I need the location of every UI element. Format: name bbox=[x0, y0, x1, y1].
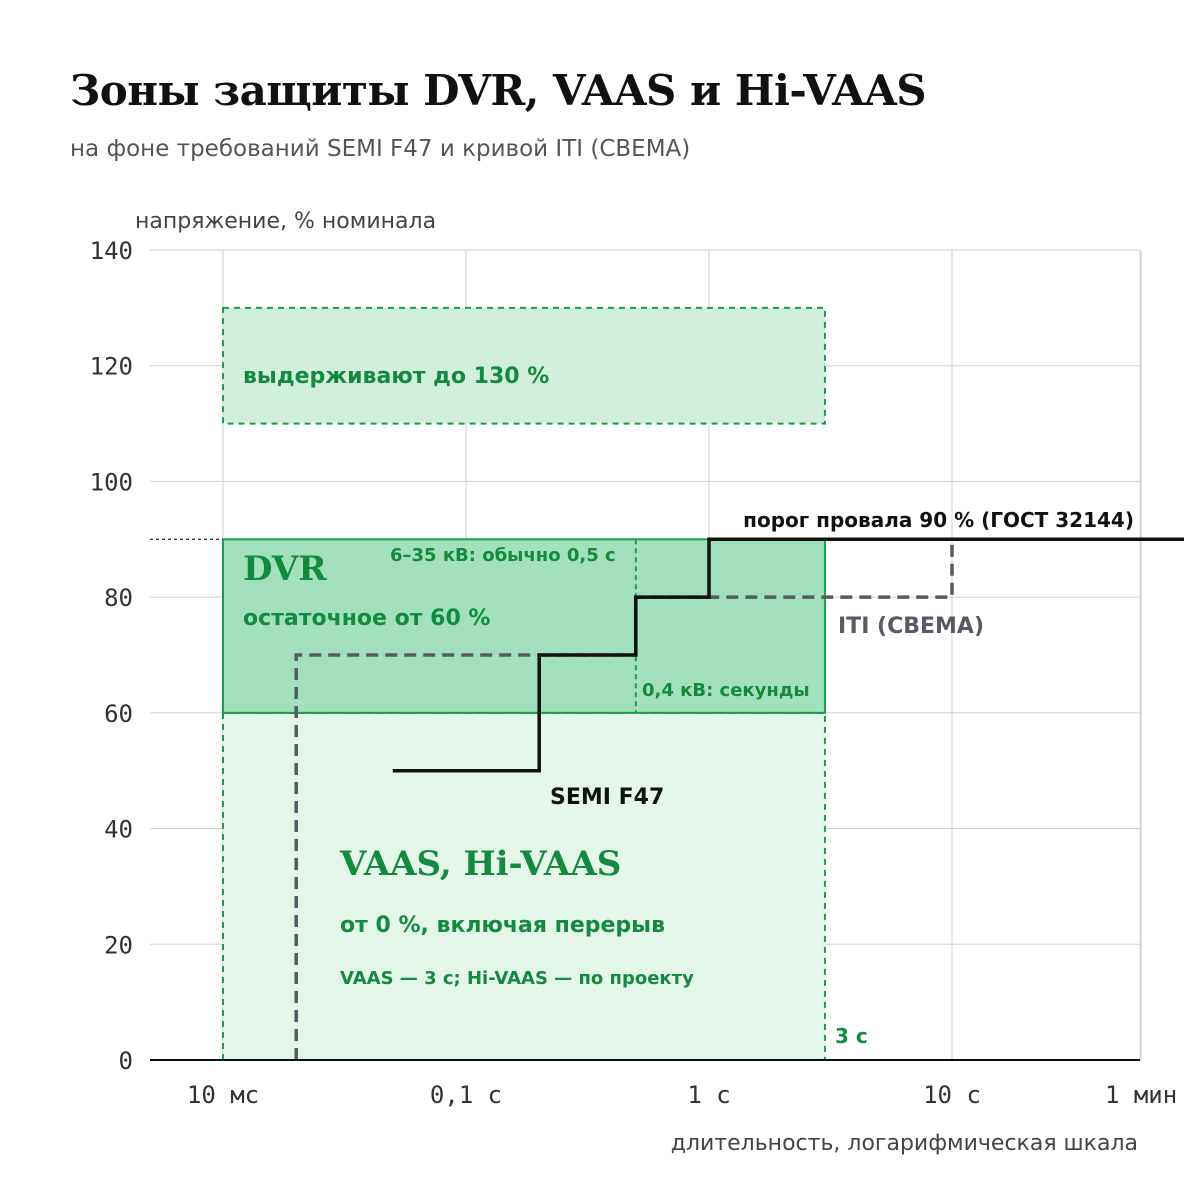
x-tick-label: 10 мс bbox=[187, 1081, 259, 1109]
y-axis-title: напряжение, % номинала bbox=[135, 209, 436, 234]
threshold-label: порог провала 90 % (ГОСТ 32144) bbox=[743, 508, 1134, 532]
x-tick-label: 1 с bbox=[687, 1081, 730, 1109]
axes: 0 20 40 60 80 100 120 140 10 мс 0,1 с 1 с 10 с 1 мин… bbox=[90, 209, 1178, 1156]
x-tick-label: 10 с bbox=[923, 1081, 981, 1109]
dvr-sublabel: остаточное от 60 % bbox=[243, 606, 490, 631]
y-tick-label: 100 bbox=[90, 468, 133, 496]
series bbox=[294, 537, 1184, 1060]
y-tick-label: 120 bbox=[90, 353, 133, 381]
overvoltage-label: выдерживают до 130 % bbox=[243, 364, 549, 389]
x-axis-title: длительность, логарифмическая шкала bbox=[671, 1131, 1138, 1156]
semi-f47-curve bbox=[392, 537, 1184, 773]
semi-f47-label: SEMI F47 bbox=[550, 785, 664, 810]
dvr-label: DVR bbox=[243, 549, 327, 589]
dvr-split-top-label: 6–35 кВ: обычно 0,5 с bbox=[390, 545, 616, 566]
vaas-sublabel: от 0 %, включая перерыв bbox=[340, 913, 665, 938]
y-tick-label: 40 bbox=[104, 816, 133, 844]
dvr-split-bottom-label: 0,4 кВ: секунды bbox=[642, 680, 810, 701]
zone-vaas bbox=[222, 711, 826, 1061]
zone-dvr bbox=[222, 538, 826, 714]
x-tick-label: 1 мин bbox=[1105, 1081, 1177, 1109]
chart-title: Зоны защиты DVR, VAAS и Hi-VAAS bbox=[70, 66, 927, 115]
y-tick-label: 140 bbox=[90, 237, 133, 265]
zone-overvoltage bbox=[222, 306, 826, 425]
vaas-label: VAAS, Hi-VAAS bbox=[339, 844, 621, 884]
y-tick-label: 20 bbox=[104, 931, 133, 959]
vaas-end-label: 3 с bbox=[835, 1024, 868, 1048]
chart-subtitle: на фоне требований SEMI F47 и кривой ITI… bbox=[70, 136, 691, 162]
y-tick-label: 0 bbox=[119, 1047, 133, 1075]
y-tick-label: 60 bbox=[104, 700, 133, 728]
iti-label: ITI (CBEMA) bbox=[838, 614, 984, 639]
vaas-note: VAAS — 3 с; Hi-VAAS — по проекту bbox=[340, 968, 694, 989]
labels: выдерживают до 130 % DVR остаточное от 60 … bbox=[243, 364, 1134, 1048]
y-tick-label: 80 bbox=[104, 584, 133, 612]
x-tick-label: 0,1 с bbox=[430, 1081, 502, 1109]
